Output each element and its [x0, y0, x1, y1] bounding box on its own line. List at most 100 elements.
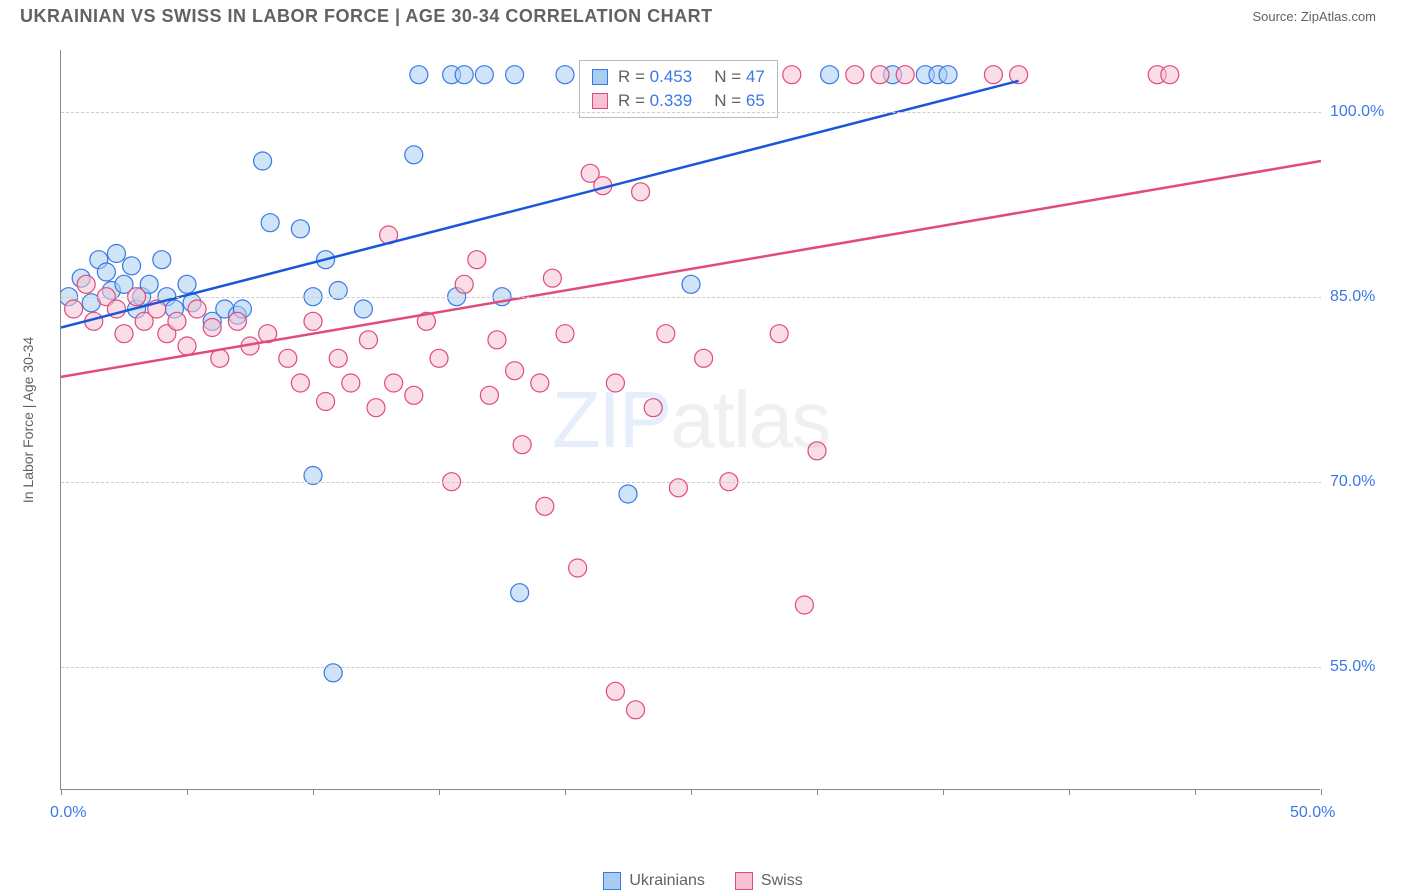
data-point — [115, 325, 133, 343]
data-point — [261, 214, 279, 232]
x-tick — [817, 789, 818, 795]
data-point — [203, 319, 221, 337]
data-point — [783, 66, 801, 84]
stats-row: R = 0.339 N = 65 — [592, 89, 765, 113]
data-point — [455, 66, 473, 84]
data-point — [168, 312, 186, 330]
x-tick — [1195, 789, 1196, 795]
data-point — [178, 337, 196, 355]
data-point — [359, 331, 377, 349]
stats-swatch — [592, 69, 608, 85]
y-tick-label: 100.0% — [1330, 103, 1384, 121]
x-tick — [1069, 789, 1070, 795]
data-point — [304, 312, 322, 330]
data-point — [506, 66, 524, 84]
data-point — [430, 349, 448, 367]
x-tick — [439, 789, 440, 795]
data-point — [569, 559, 587, 577]
legend-item: Ukrainians — [603, 872, 705, 890]
data-point — [536, 497, 554, 515]
data-point — [531, 374, 549, 392]
stats-swatch — [592, 93, 608, 109]
data-point — [846, 66, 864, 84]
data-point — [97, 263, 115, 281]
scatter-svg — [61, 50, 1321, 790]
y-tick-label: 85.0% — [1330, 288, 1375, 306]
data-point — [107, 245, 125, 263]
data-point — [279, 349, 297, 367]
source-label: Source: ZipAtlas.com — [1252, 9, 1376, 24]
data-point — [984, 66, 1002, 84]
plot-area: ZIPatlas R = 0.453N = 47R = 0.339N = 65 — [60, 50, 1320, 790]
data-point — [385, 374, 403, 392]
data-point — [188, 300, 206, 318]
data-point — [354, 300, 372, 318]
stats-r-label: R = 0.339 — [618, 91, 692, 111]
stats-n-label: N = 47 — [714, 67, 765, 87]
data-point — [254, 152, 272, 170]
data-point — [65, 300, 83, 318]
x-tick — [565, 789, 566, 795]
data-point — [871, 66, 889, 84]
data-point — [695, 349, 713, 367]
data-point — [405, 386, 423, 404]
data-point — [632, 183, 650, 201]
x-axis-end-label: 50.0% — [1290, 804, 1335, 822]
chart-area: ZIPatlas R = 0.453N = 47R = 0.339N = 65 … — [60, 50, 1380, 820]
data-point — [178, 275, 196, 293]
legend: Ukrainians Swiss — [0, 872, 1406, 890]
data-point — [488, 331, 506, 349]
data-point — [123, 257, 141, 275]
data-point — [468, 251, 486, 269]
data-point — [682, 275, 700, 293]
data-point — [405, 146, 423, 164]
data-point — [291, 220, 309, 238]
stats-n-label: N = 65 — [714, 91, 765, 111]
trend-line — [61, 81, 1019, 328]
data-point — [228, 312, 246, 330]
x-tick — [61, 789, 62, 795]
stats-row: R = 0.453N = 47 — [592, 65, 765, 89]
data-point — [543, 269, 561, 287]
data-point — [795, 596, 813, 614]
data-point — [619, 485, 637, 503]
trend-line — [61, 161, 1321, 377]
gridline — [61, 667, 1321, 668]
data-point — [291, 374, 309, 392]
stats-box: R = 0.453N = 47R = 0.339 N = 65 — [579, 60, 778, 118]
legend-swatch — [735, 872, 753, 890]
x-axis-start-label: 0.0% — [50, 804, 86, 822]
x-tick — [313, 789, 314, 795]
x-tick — [187, 789, 188, 795]
data-point — [342, 374, 360, 392]
data-point — [821, 66, 839, 84]
data-point — [627, 701, 645, 719]
data-point — [480, 386, 498, 404]
x-tick — [1321, 789, 1322, 795]
data-point — [896, 66, 914, 84]
data-point — [367, 399, 385, 417]
gridline — [61, 112, 1321, 113]
legend-label: Swiss — [761, 872, 803, 890]
data-point — [506, 362, 524, 380]
y-axis-title: In Labor Force | Age 30-34 — [20, 337, 36, 503]
chart-title: UKRAINIAN VS SWISS IN LABOR FORCE | AGE … — [20, 6, 713, 27]
data-point — [1161, 66, 1179, 84]
data-point — [644, 399, 662, 417]
legend-swatch — [603, 872, 621, 890]
data-point — [211, 349, 229, 367]
data-point — [808, 442, 826, 460]
x-tick — [691, 789, 692, 795]
data-point — [657, 325, 675, 343]
gridline — [61, 482, 1321, 483]
legend-item: Swiss — [735, 872, 803, 890]
data-point — [606, 682, 624, 700]
legend-label: Ukrainians — [629, 872, 705, 890]
gridline — [61, 297, 1321, 298]
data-point — [475, 66, 493, 84]
data-point — [939, 66, 957, 84]
x-tick — [943, 789, 944, 795]
data-point — [606, 374, 624, 392]
data-point — [556, 325, 574, 343]
data-point — [77, 275, 95, 293]
